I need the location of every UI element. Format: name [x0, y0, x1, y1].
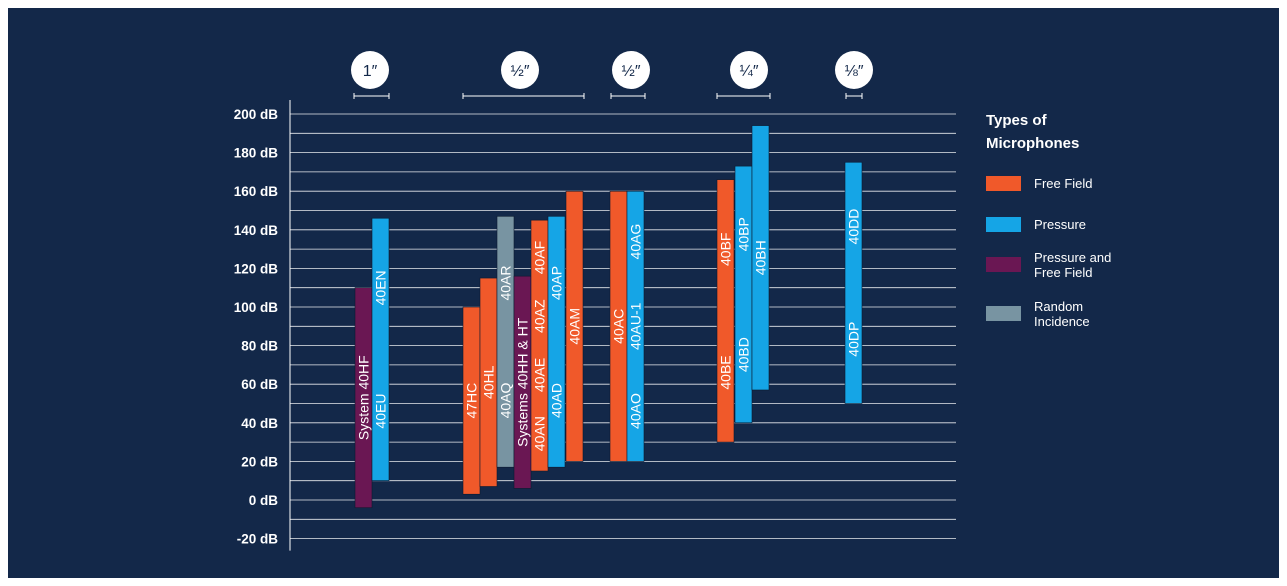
size-groups: 1″ ½″ ½″ ¼″ ⅛″	[351, 51, 873, 99]
y-tick-label: 80 dB	[241, 339, 278, 354]
microphone-range-chart: 200 dB 180 dB 160 dB 140 dB 120 dB 100 dB 80 d…	[234, 51, 1111, 551]
legend-swatch	[986, 257, 1021, 272]
bar-label: System 40HF	[356, 355, 372, 440]
legend-swatch	[986, 306, 1021, 321]
size-badge	[835, 51, 873, 89]
range-bar	[371, 217, 390, 482]
bar-label: 40AQ	[498, 382, 514, 418]
y-tick-label: 140 dB	[234, 223, 279, 238]
bar-label: 40AE	[532, 358, 548, 392]
bar-label: 40BD	[736, 337, 752, 372]
y-tick-label: 40 dB	[241, 416, 278, 431]
bar-label: 40AN	[532, 416, 548, 451]
y-tick-label: 20 dB	[241, 454, 278, 469]
range-bar	[716, 179, 735, 443]
size-label: 1″	[363, 63, 378, 80]
bar-label: 40DP	[846, 322, 862, 357]
bar-label: 40EU	[373, 394, 389, 429]
bar-label: 40AR	[498, 265, 514, 300]
legend-label-line: Free Field	[1034, 265, 1093, 280]
chart-panel: 200 dB 180 dB 160 dB 140 dB 120 dB 100 dB 80 d…	[8, 8, 1279, 578]
size-label: ⅛″	[844, 63, 863, 80]
legend-swatch	[986, 217, 1021, 232]
size-label: ¼″	[739, 63, 758, 80]
range-bar	[547, 215, 566, 468]
bar-label: 40DD	[846, 209, 862, 245]
range-bar	[626, 190, 645, 462]
bar-label: 40AP	[549, 266, 565, 300]
size-badge	[501, 51, 539, 89]
legend-label: Random Incidence	[1034, 299, 1090, 329]
y-tick-label: 180 dB	[234, 146, 279, 161]
bar-label: 40AG	[628, 224, 644, 260]
y-tick-label: 0 dB	[249, 493, 279, 508]
y-tick-labels: 200 dB 180 dB 160 dB 140 dB 120 dB 100 dB 80 d…	[234, 107, 279, 547]
bar-label: 40EN	[373, 270, 389, 305]
y-tick-label: 200 dB	[234, 107, 279, 122]
bar-label: 40AC	[611, 309, 627, 344]
size-badge	[351, 51, 389, 89]
range-bar	[751, 125, 770, 391]
size-badge	[730, 51, 768, 89]
bar-label: 40HL	[481, 365, 497, 399]
legend-label: Pressure and Free Field	[1034, 250, 1111, 280]
bar-label: 40BP	[736, 217, 752, 251]
legend-title-line: Microphones	[986, 135, 1079, 152]
legend-label: Pressure	[1034, 217, 1086, 232]
bar-label: 40AU-1	[628, 302, 644, 350]
bar-label: 40AO	[628, 393, 644, 429]
bar-label: 40AZ	[532, 299, 548, 333]
range-bar	[844, 161, 863, 404]
bar-label: 40AF	[532, 241, 548, 274]
size-badge	[612, 51, 650, 89]
y-tick-label: -20 dB	[237, 532, 279, 547]
legend-title-line: Types of	[986, 112, 1048, 129]
size-label: ½″	[621, 63, 640, 80]
y-tick-label: 120 dB	[234, 261, 279, 276]
y-tick-label: 60 dB	[241, 377, 278, 392]
legend-label: Free Field	[1034, 176, 1093, 191]
bar-label: Systems 40HH & HT	[515, 317, 531, 447]
bar-label: 40AD	[549, 383, 565, 418]
bar-label: 40AM	[567, 308, 583, 345]
y-tick-label: 100 dB	[234, 300, 279, 315]
range-bar	[565, 190, 584, 462]
bar-label: 40BE	[718, 355, 734, 389]
range-bar	[496, 215, 515, 468]
bar-label: 40BH	[753, 240, 769, 275]
legend-label-line: Incidence	[1034, 314, 1090, 329]
legend: Types of Microphones Free Field Pressure Pre…	[986, 112, 1111, 329]
legend-title: Types of Microphones	[986, 112, 1079, 152]
bar-label: 47HC	[464, 383, 480, 419]
range-bar	[734, 165, 753, 424]
legend-label-line: Random	[1034, 299, 1083, 314]
size-label: ½″	[510, 63, 529, 80]
legend-label-line: Pressure and	[1034, 250, 1111, 265]
bar-label: 40BF	[718, 233, 734, 266]
y-tick-label: 160 dB	[234, 184, 279, 199]
legend-swatch	[986, 176, 1021, 191]
